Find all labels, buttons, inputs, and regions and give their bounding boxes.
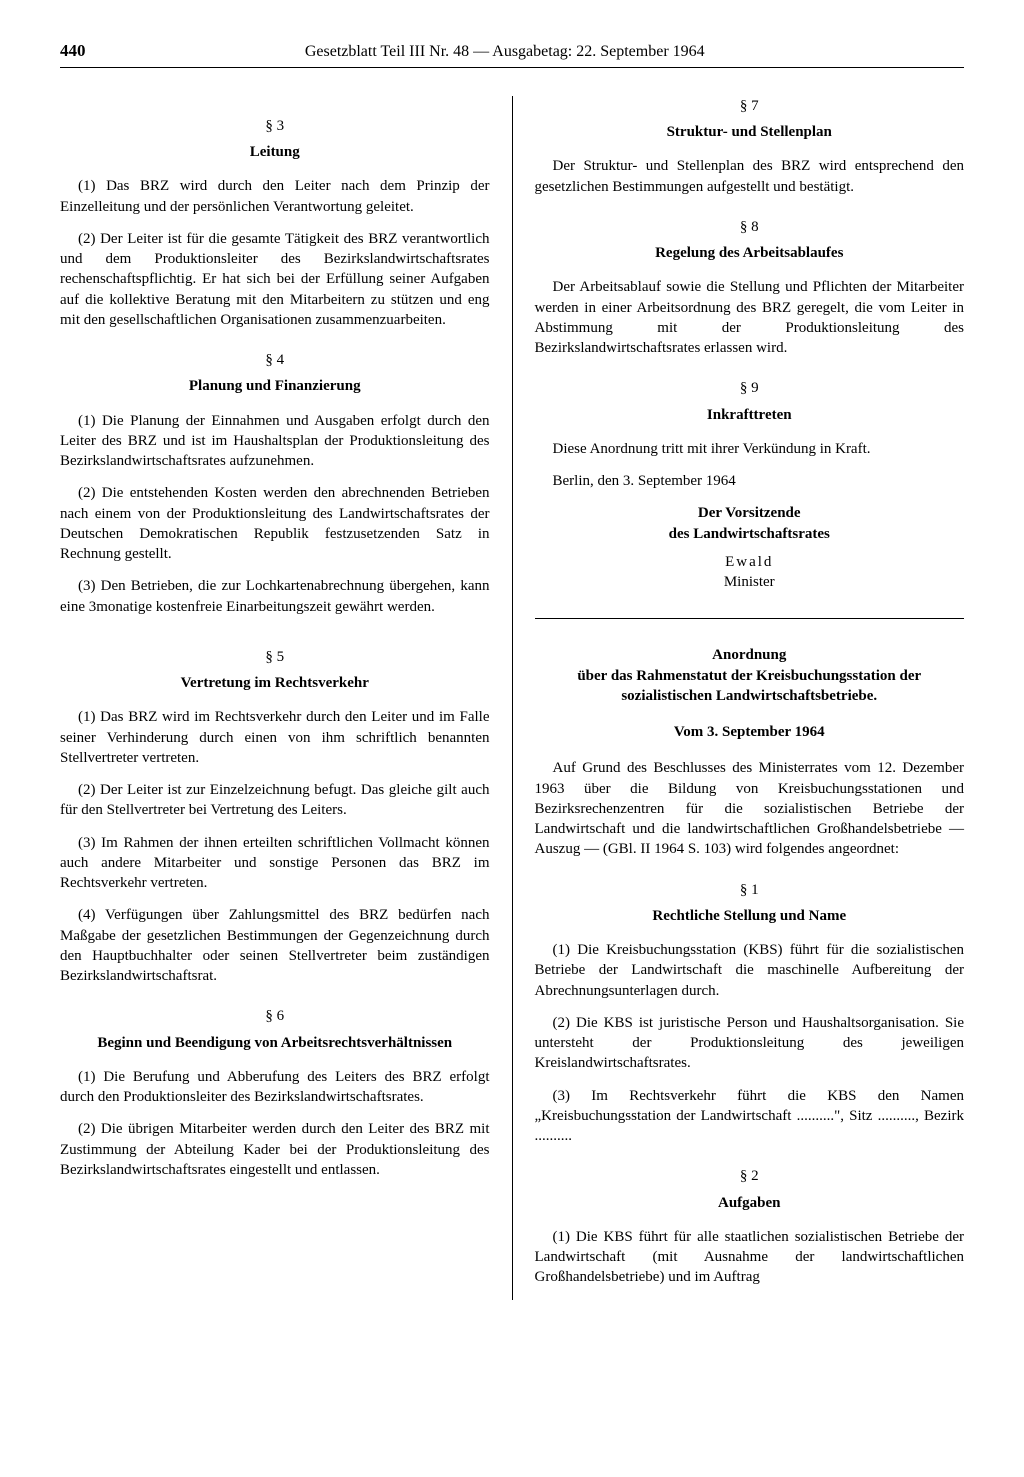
page-header: 440 Gesetzblatt Teil III Nr. 48 — Ausgab…	[60, 40, 964, 68]
section-title: Aufgaben	[535, 1193, 965, 1213]
paragraph: (2) Der Leiter ist für die gesamte Tätig…	[60, 229, 490, 330]
paragraph: Diese Anordnung tritt mit ihrer Verkündu…	[535, 439, 965, 459]
paragraph: (3) Den Betrieben, die zur Lochkartenabr…	[60, 576, 490, 617]
sig-line: des Landwirtschaftsrates	[535, 524, 965, 544]
paragraph: Der Struktur- und Stellenplan des BRZ wi…	[535, 156, 965, 197]
sig-name: Ewald	[535, 552, 965, 572]
sig-line: Der Vorsitzende	[535, 503, 965, 523]
paragraph: (1) Die Planung der Einnahmen und Ausgab…	[60, 411, 490, 472]
section-title: Struktur- und Stellenplan	[535, 122, 965, 142]
signature-block: Der Vorsitzende des Landwirtschaftsrates…	[535, 503, 965, 592]
paragraph: (1) Das BRZ wird durch den Leiter nach d…	[60, 176, 490, 217]
left-column: § 3 Leitung (1) Das BRZ wird durch den L…	[60, 96, 513, 1300]
section-number: § 5	[60, 647, 490, 667]
page-number: 440	[60, 40, 86, 63]
paragraph: Der Arbeitsablauf sowie die Stellung und…	[535, 277, 965, 358]
paragraph: (1) Die Kreisbuchungsstation (KBS) führt…	[535, 940, 965, 1001]
section-title: Beginn und Beendigung von Arbeitsrechtsv…	[50, 1033, 500, 1053]
paragraph: (1) Das BRZ wird im Rechtsverkehr durch …	[60, 707, 490, 768]
section-number: § 7	[535, 96, 965, 116]
section-title: Regelung des Arbeitsablaufes	[535, 243, 965, 263]
paragraph: (2) Der Leiter ist zur Einzelzeichnung b…	[60, 780, 490, 821]
paragraph: (2) Die entstehenden Kosten werden den a…	[60, 483, 490, 564]
section-number: § 6	[60, 1006, 490, 1026]
section-title: Vertretung im Rechtsverkehr	[60, 673, 490, 693]
paragraph: (1) Die KBS führt für alle staatlichen s…	[535, 1227, 965, 1288]
ordinance-title: Anordnungüber das Rahmenstatut der Kreis…	[535, 645, 965, 706]
divider	[535, 618, 965, 619]
section-number: § 3	[60, 116, 490, 136]
paragraph: (2) Die übrigen Mitarbeiter werden durch…	[60, 1119, 490, 1180]
section-title: Rechtliche Stellung und Name	[535, 906, 965, 926]
right-column: § 7 Struktur- und Stellenplan Der Strukt…	[513, 96, 965, 1300]
section-title: Planung und Finanzierung	[60, 376, 490, 396]
header-title: Gesetzblatt Teil III Nr. 48 — Ausgabetag…	[186, 41, 965, 63]
section-number: § 4	[60, 350, 490, 370]
section-number: § 1	[535, 880, 965, 900]
paragraph: (3) Im Rechtsverkehr führt die KBS den N…	[535, 1086, 965, 1147]
paragraph: (1) Die Berufung und Abberufung des Leit…	[60, 1067, 490, 1108]
section-number: § 8	[535, 217, 965, 237]
sig-role: Minister	[535, 572, 965, 592]
section-title: Inkrafttreten	[535, 405, 965, 425]
text-columns: § 3 Leitung (1) Das BRZ wird durch den L…	[60, 96, 964, 1300]
section-number: § 2	[535, 1166, 965, 1186]
paragraph: Auf Grund des Beschlusses des Ministerra…	[535, 758, 965, 859]
paragraph: (2) Die KBS ist juristische Person und H…	[535, 1013, 965, 1074]
paragraph: (4) Verfügungen über Zahlungsmittel des …	[60, 905, 490, 986]
ordinance-date: Vom 3. September 1964	[535, 722, 965, 742]
paragraph: (3) Im Rahmen der ihnen erteilten schrif…	[60, 833, 490, 894]
section-title: Leitung	[60, 142, 490, 162]
section-number: § 9	[535, 378, 965, 398]
paragraph: Berlin, den 3. September 1964	[535, 471, 965, 491]
